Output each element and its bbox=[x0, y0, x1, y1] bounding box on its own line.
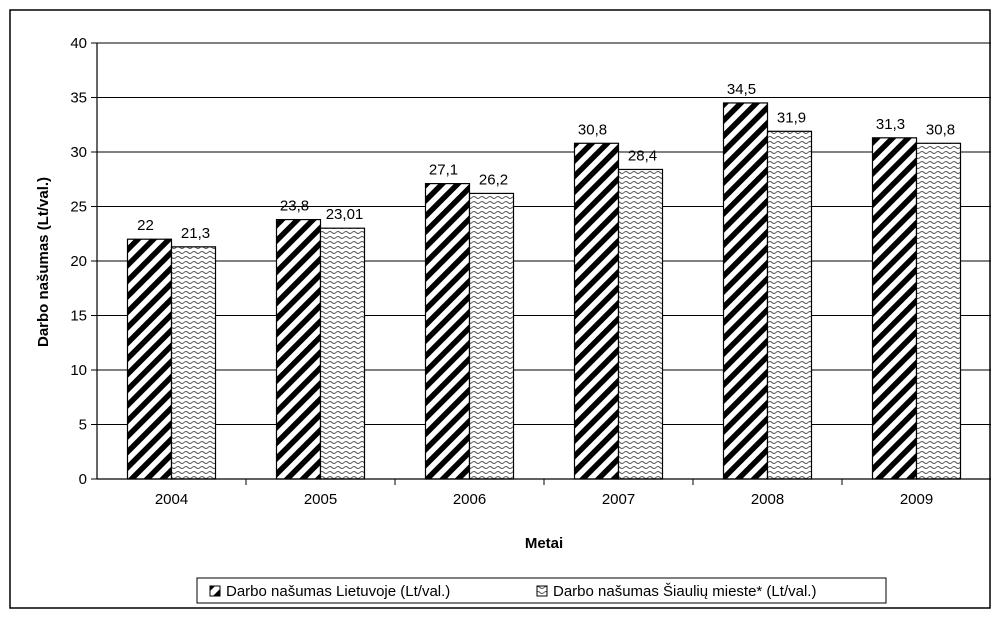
bar-lietuvoje-2005 bbox=[275, 218, 322, 480]
data-label: 27,1 bbox=[429, 162, 458, 179]
data-label: 31,3 bbox=[876, 116, 905, 133]
x-tick-label: 2007 bbox=[602, 491, 635, 508]
bar-siauliu-2007 bbox=[617, 168, 664, 480]
y-tick-label: 10 bbox=[70, 362, 87, 379]
y-tick-label: 0 bbox=[79, 471, 87, 488]
gridlines bbox=[97, 42, 991, 425]
x-tick-label: 2008 bbox=[751, 491, 784, 508]
bar-lietuvoje-2007 bbox=[573, 142, 620, 480]
y-tick-label: 40 bbox=[70, 35, 87, 52]
bars bbox=[126, 102, 962, 480]
legend-swatch-lietuvoje bbox=[209, 585, 221, 597]
data-label: 30,8 bbox=[578, 121, 607, 138]
y-axis-title: Darbo našumas (Lt/val.) bbox=[35, 177, 52, 347]
y-tick-label: 25 bbox=[70, 199, 87, 216]
y-tick-label: 20 bbox=[70, 253, 87, 270]
bar-lietuvoje-2004 bbox=[126, 238, 173, 480]
legend-label-siauliu: Darbo našumas Šiaulių mieste* (Lt/val.) bbox=[553, 583, 816, 600]
data-label: 21,3 bbox=[181, 225, 210, 242]
data-label: 22 bbox=[137, 217, 154, 234]
bar-siauliu-2009 bbox=[915, 142, 962, 480]
x-tick-label: 2004 bbox=[155, 491, 188, 508]
data-label: 30,8 bbox=[926, 121, 955, 138]
x-axis-title: Metai bbox=[525, 535, 563, 552]
labels: 0 5 10 15 20 25 30 35 40 22 21,3 2004 23,8 23,01 2005 2… bbox=[70, 35, 955, 508]
bar-siauliu-2008 bbox=[766, 130, 813, 480]
bar-lietuvoje-2008 bbox=[722, 102, 769, 480]
legend: Darbo našumas Lietuvoje (Lt/val.) Darbo … bbox=[196, 577, 887, 604]
bar-siauliu-2004 bbox=[170, 246, 217, 480]
legend-label-lietuvoje: Darbo našumas Lietuvoje (Lt/val.) bbox=[226, 583, 450, 600]
data-label: 31,9 bbox=[777, 109, 806, 126]
bar-lietuvoje-2009 bbox=[871, 137, 918, 480]
bar-siauliu-2005 bbox=[319, 227, 366, 480]
legend-swatch-siauliu bbox=[536, 585, 548, 597]
y-tick-label: 15 bbox=[70, 308, 87, 325]
bar-lietuvoje-2006 bbox=[424, 183, 471, 480]
data-label: 34,5 bbox=[727, 81, 756, 98]
axes bbox=[91, 42, 991, 485]
data-label: 23,8 bbox=[280, 198, 309, 215]
x-tick-label: 2006 bbox=[453, 491, 486, 508]
data-label: 28,4 bbox=[628, 147, 657, 164]
y-tick-label: 35 bbox=[70, 90, 87, 107]
data-label: 26,2 bbox=[479, 171, 508, 188]
data-label: 23,01 bbox=[326, 206, 364, 223]
x-tick-label: 2009 bbox=[900, 491, 933, 508]
bar-siauliu-2006 bbox=[468, 192, 515, 480]
y-tick-label: 30 bbox=[70, 144, 87, 161]
x-tick-label: 2005 bbox=[304, 491, 337, 508]
y-tick-label: 5 bbox=[79, 417, 87, 434]
